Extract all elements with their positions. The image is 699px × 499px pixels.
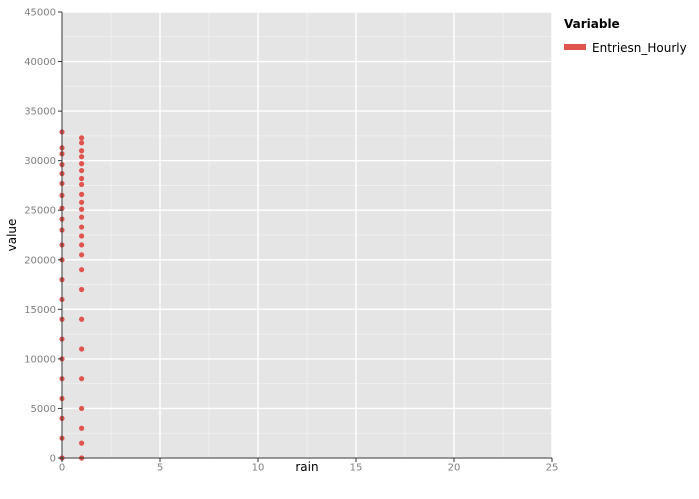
y-tick-label: 45000 (24, 8, 56, 19)
legend-label-entriesn-hourly: Entriesn_Hourly (592, 41, 687, 55)
x-axis-title: rain (295, 460, 318, 474)
y-tick-label: 15000 (24, 305, 56, 316)
data-point (79, 199, 85, 205)
data-point (79, 316, 85, 322)
data-point (79, 154, 85, 160)
x-tick-label: 5 (157, 462, 163, 473)
data-point (79, 242, 85, 248)
y-tick-label: 30000 (24, 156, 56, 167)
y-tick-label: 10000 (24, 354, 56, 365)
data-point (79, 140, 85, 146)
data-point (79, 376, 85, 382)
y-tick-label: 5000 (31, 404, 56, 415)
legend: Variable Entriesn_Hourly (564, 17, 687, 55)
data-point (79, 252, 85, 258)
data-point (79, 191, 85, 197)
y-tick-label: 25000 (24, 206, 56, 217)
x-tick-label: 20 (448, 462, 461, 473)
axes-layer (61, 12, 552, 459)
data-point (79, 161, 85, 167)
y-axis-title: value (5, 219, 19, 252)
data-point (79, 346, 85, 352)
x-tick-label: 15 (350, 462, 363, 473)
data-point (79, 425, 85, 431)
data-point (79, 167, 85, 174)
data-point (79, 181, 85, 188)
data-point (79, 267, 85, 273)
y-tick-label: 20000 (24, 255, 56, 266)
data-point (79, 206, 85, 212)
series-layer (59, 129, 85, 461)
x-tick-label: 25 (546, 462, 559, 473)
data-point (79, 148, 85, 154)
y-tick-label: 35000 (24, 107, 56, 118)
data-point (79, 175, 85, 182)
y-tick-label: 0 (50, 454, 56, 465)
y-tick-label: 40000 (24, 57, 56, 68)
data-point (79, 233, 85, 239)
data-point (79, 214, 85, 220)
data-point (79, 135, 85, 141)
data-point (79, 224, 85, 230)
ticks-layer: 0 5 10 15 20 25 0 5000 10000 15000 20000 25000 30000… (24, 8, 558, 474)
x-tick-label: 0 (59, 462, 65, 473)
legend-key-entriesn-hourly (564, 44, 586, 50)
data-point (79, 405, 85, 412)
data-point (79, 286, 85, 293)
data-point (79, 440, 85, 446)
x-tick-label: 10 (252, 462, 265, 473)
minor-gridlines (62, 12, 552, 458)
legend-title: Variable (564, 17, 620, 31)
